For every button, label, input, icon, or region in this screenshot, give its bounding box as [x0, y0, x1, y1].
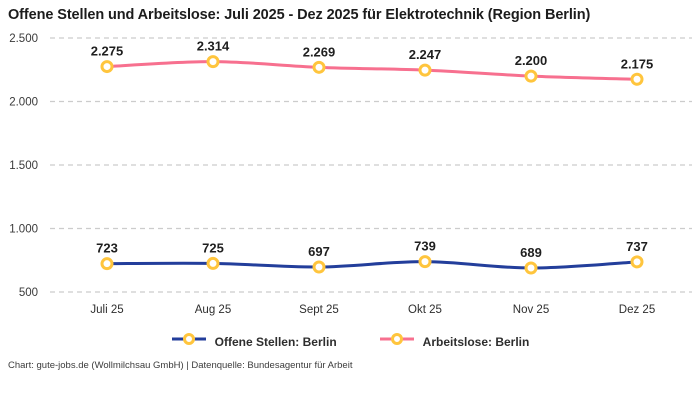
data-point-marker[interactable]	[206, 54, 220, 68]
data-point-label: 697	[308, 244, 330, 259]
data-point-label: 2.269	[303, 44, 336, 59]
data-point-marker[interactable]	[630, 72, 644, 86]
legend-item-arbeitslose[interactable]: Arbeitslose: Berlin	[379, 332, 530, 351]
data-point-marker[interactable]	[524, 261, 538, 275]
series-line	[105, 59, 639, 81]
data-point-marker[interactable]	[524, 69, 538, 83]
data-point-label: 2.200	[515, 53, 548, 68]
line-marker-swatch-icon	[171, 332, 207, 351]
data-point-marker[interactable]	[312, 260, 326, 274]
data-point-marker[interactable]	[100, 59, 114, 73]
x-axis-tick-label: Nov 25	[513, 304, 549, 316]
y-axis-tick-label: 2.500	[9, 33, 38, 45]
chart-legend: Offene Stellen: Berlin Arbeitslose: Berl…	[0, 330, 700, 354]
data-point-label: 723	[96, 240, 118, 255]
legend-label: Offene Stellen: Berlin	[214, 334, 337, 349]
data-point-label: 2.314	[197, 38, 230, 53]
x-axis-tick-label: Juli 25	[90, 304, 123, 316]
data-point-marker[interactable]	[418, 63, 432, 77]
data-point-marker[interactable]	[630, 254, 644, 268]
data-point-label: 689	[520, 245, 542, 260]
y-axis-tick-label: 500	[19, 287, 38, 299]
x-axis-tick-label: Aug 25	[195, 304, 231, 316]
legend-item-offene-stellen[interactable]: Offene Stellen: Berlin	[171, 332, 337, 351]
data-point-marker[interactable]	[206, 256, 220, 270]
series-line	[105, 259, 639, 270]
chart-title: Offene Stellen und Arbeitslose: Juli 202…	[8, 7, 591, 23]
data-point-label: 2.275	[91, 43, 124, 58]
y-axis-tick-label: 1.500	[9, 160, 38, 172]
line-chart-plot-area[interactable]: 500 1.000 1.500 2.000 2.500 Juli 25 Aug 25 Sept…	[0, 27, 700, 329]
y-axis-tick-label: 1.000	[9, 223, 38, 235]
data-point-marker[interactable]	[312, 60, 326, 74]
y-axis-tick-label: 2.000	[9, 96, 38, 108]
chart-footer: Chart: gute-jobs.de (Wollmilchsau GmbH) …	[8, 359, 353, 371]
data-point-marker[interactable]	[418, 254, 432, 268]
data-point-label: 737	[626, 238, 648, 253]
legend-label: Arbeitslose: Berlin	[422, 334, 530, 349]
data-point-label: 2.175	[621, 56, 654, 71]
x-axis-tick-label: Dez 25	[619, 304, 655, 316]
line-marker-swatch-icon	[379, 332, 415, 351]
x-axis-tick-label: Sept 25	[299, 304, 339, 316]
data-point-label: 2.247	[409, 47, 442, 62]
data-point-label: 739	[414, 238, 436, 253]
data-point-marker[interactable]	[100, 256, 114, 270]
x-axis-tick-label: Okt 25	[408, 304, 442, 316]
data-point-label: 725	[202, 240, 224, 255]
